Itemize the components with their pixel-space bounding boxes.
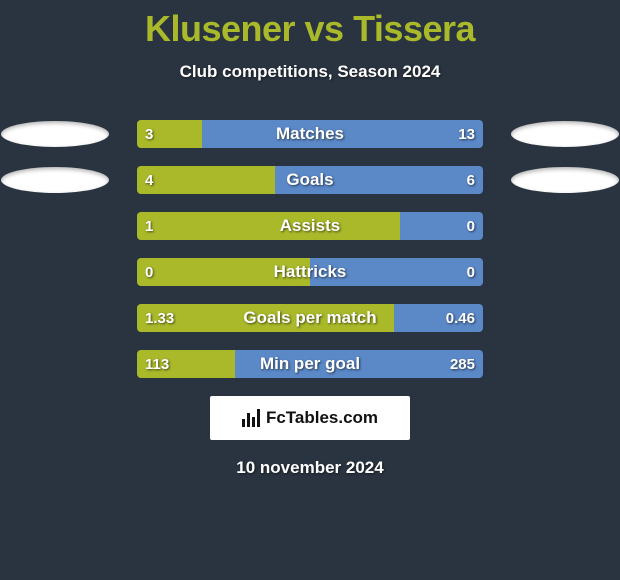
stat-value-right: 6 [467,166,475,194]
stat-value-right: 0.46 [446,304,475,332]
stat-row: 00Hattricks [0,258,620,286]
stat-value-right: 285 [450,350,475,378]
stat-value-left: 3 [145,120,153,148]
player2-name: Tissera [353,8,475,49]
infographic-title: Klusener vs Tissera [0,8,620,50]
player1-team-ellipse [1,167,109,193]
player1-name: Klusener [145,8,295,49]
player1-team-ellipse [1,121,109,147]
branding-text: FcTables.com [266,408,378,428]
player2-team-ellipse [511,167,619,193]
stat-bar-left [137,212,400,240]
stat-bar: 46Goals [137,166,483,194]
stat-value-left: 1 [145,212,153,240]
stat-row: 10Assists [0,212,620,240]
vs-text: vs [305,8,344,49]
stat-row: 1.330.46Goals per match [0,304,620,332]
stat-row: 313Matches [0,120,620,148]
player2-team-ellipse [511,121,619,147]
stat-value-left: 0 [145,258,153,286]
stat-bar-left [137,258,310,286]
stat-bar: 113285Min per goal [137,350,483,378]
stat-value-left: 1.33 [145,304,174,332]
stat-bar: 10Assists [137,212,483,240]
bar-chart-icon [242,409,260,427]
stat-bar-left [137,166,275,194]
stat-value-right: 0 [467,258,475,286]
stat-bar-right [310,258,483,286]
stat-bar-right [202,120,483,148]
stat-bar-left [137,304,394,332]
stat-row: 113285Min per goal [0,350,620,378]
stat-value-left: 113 [145,350,169,378]
infographic-subtitle: Club competitions, Season 2024 [0,62,620,82]
stat-bar-right [235,350,483,378]
stat-value-right: 0 [467,212,475,240]
stat-bar-right [275,166,483,194]
comparison-infographic: Klusener vs Tissera Club competitions, S… [0,0,620,478]
date-label: 10 november 2024 [0,458,620,478]
stat-bar: 00Hattricks [137,258,483,286]
stats-rows: 313Matches46Goals10Assists00Hattricks1.3… [0,120,620,378]
stat-value-left: 4 [145,166,153,194]
stat-bar: 313Matches [137,120,483,148]
branding-banner: FcTables.com [210,396,410,440]
stat-value-right: 13 [458,120,475,148]
stat-bar: 1.330.46Goals per match [137,304,483,332]
stat-row: 46Goals [0,166,620,194]
